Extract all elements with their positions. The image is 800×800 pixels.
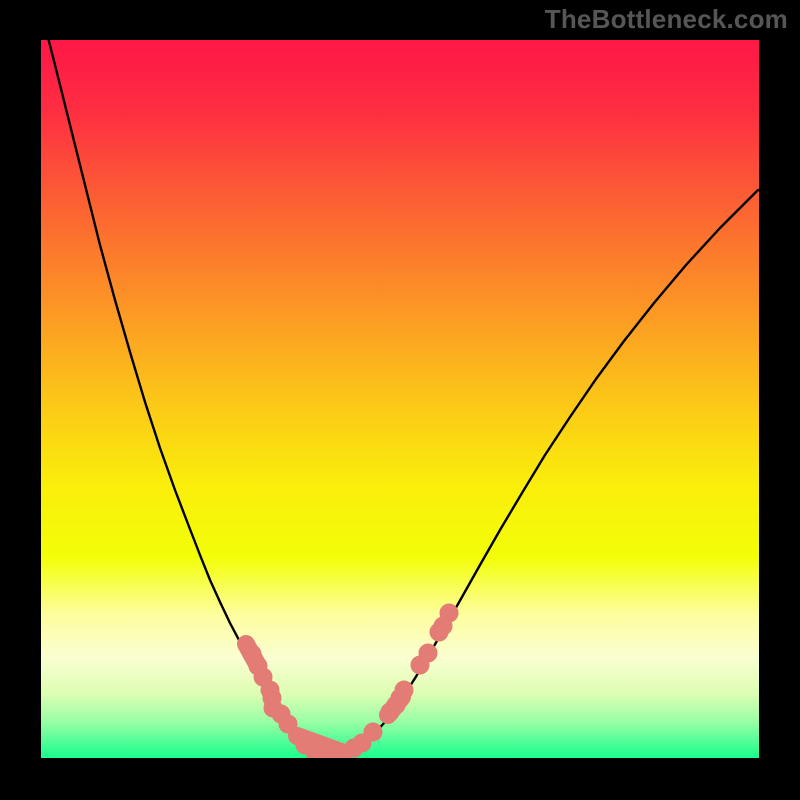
data-marker [440, 604, 458, 622]
data-marker [364, 723, 382, 741]
chart-frame: TheBottleneck.com [0, 0, 800, 800]
data-marker [395, 681, 413, 699]
plot-area [41, 40, 759, 758]
data-marker [279, 715, 297, 733]
curve [41, 40, 326, 755]
curve [326, 190, 758, 755]
watermark-label: TheBottleneck.com [545, 4, 788, 35]
chart-overlay [41, 40, 759, 758]
data-marker [419, 644, 437, 662]
